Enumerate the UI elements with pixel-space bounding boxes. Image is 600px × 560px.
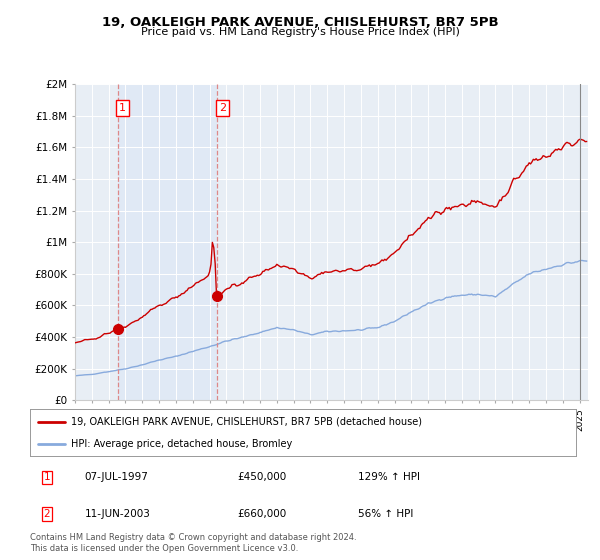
Text: £450,000: £450,000 [238, 473, 287, 482]
Text: 56% ↑ HPI: 56% ↑ HPI [358, 509, 413, 519]
Text: 19, OAKLEIGH PARK AVENUE, CHISLEHURST, BR7 5PB: 19, OAKLEIGH PARK AVENUE, CHISLEHURST, B… [101, 16, 499, 29]
Text: 07-JUL-1997: 07-JUL-1997 [85, 473, 148, 482]
Text: 129% ↑ HPI: 129% ↑ HPI [358, 473, 419, 482]
Text: Contains HM Land Registry data © Crown copyright and database right 2024.
This d: Contains HM Land Registry data © Crown c… [30, 533, 356, 553]
Text: 19, OAKLEIGH PARK AVENUE, CHISLEHURST, BR7 5PB (detached house): 19, OAKLEIGH PARK AVENUE, CHISLEHURST, B… [71, 417, 422, 427]
Text: 1: 1 [119, 102, 126, 113]
Bar [118, 84, 217, 400]
Text: 2: 2 [44, 509, 50, 519]
Text: 11-JUN-2003: 11-JUN-2003 [85, 509, 151, 519]
Text: Price paid vs. HM Land Registry's House Price Index (HPI): Price paid vs. HM Land Registry's House … [140, 27, 460, 37]
Text: 2: 2 [218, 102, 226, 113]
Text: HPI: Average price, detached house, Bromley: HPI: Average price, detached house, Brom… [71, 438, 292, 449]
Text: 1: 1 [44, 473, 50, 482]
Text: £660,000: £660,000 [238, 509, 287, 519]
